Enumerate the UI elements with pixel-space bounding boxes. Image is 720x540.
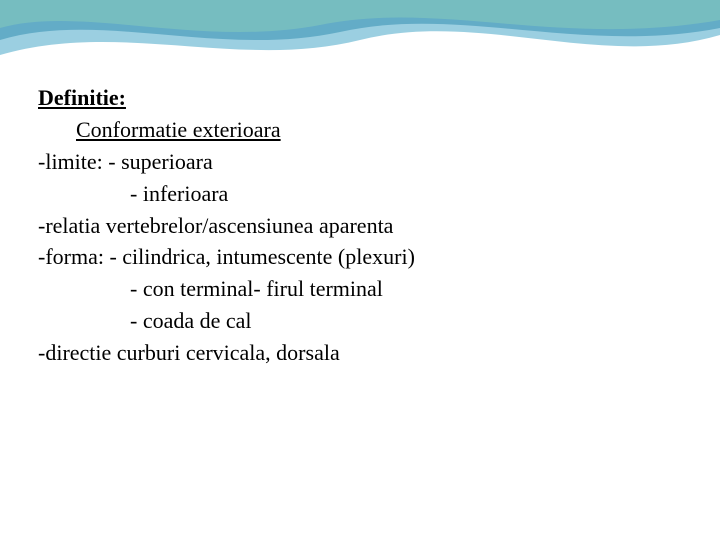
- line-forma-cilindrica: -forma: - cilindrica, intumescente (plex…: [38, 241, 682, 273]
- line-relatia: -relatia vertebrelor/ascensiunea aparent…: [38, 210, 682, 242]
- line-forma-con: - con terminal- firul terminal: [38, 273, 682, 305]
- subheading: Conformatie exterioara: [38, 114, 682, 146]
- line-limite-inf: - inferioara: [38, 178, 682, 210]
- header-wave-decoration: [0, 0, 720, 90]
- heading: Definitie:: [38, 82, 682, 114]
- line-directie: -directie curburi cervicala, dorsala: [38, 337, 682, 369]
- line-limite-sup: -limite: - superioara: [38, 146, 682, 178]
- line-forma-coada: - coada de cal: [38, 305, 682, 337]
- slide-content: Definitie: Conformatie exterioara -limit…: [38, 82, 682, 369]
